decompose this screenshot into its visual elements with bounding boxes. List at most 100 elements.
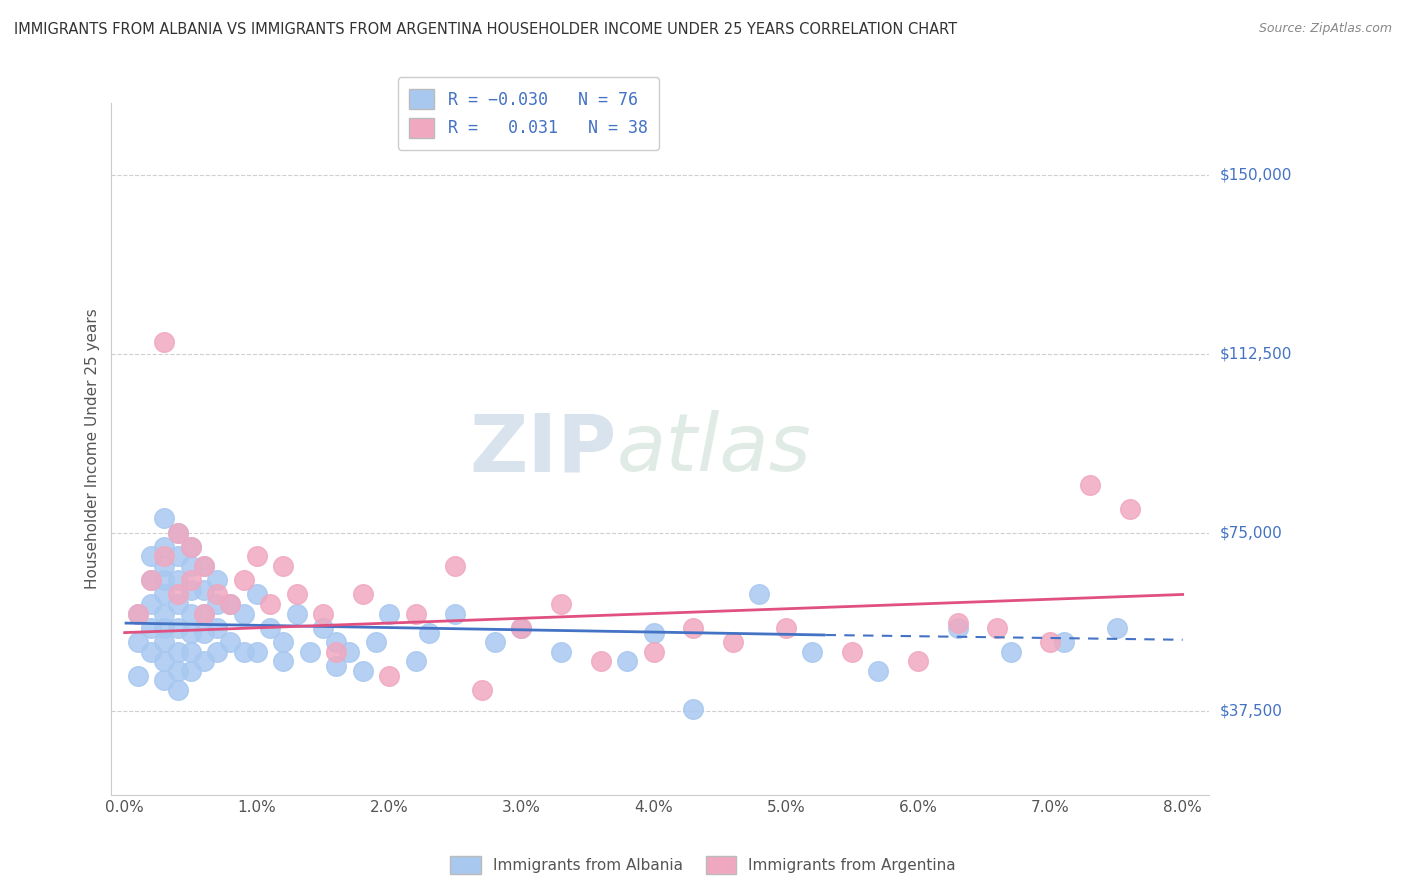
- Point: [153, 654, 176, 668]
- Point: [180, 625, 202, 640]
- Point: [127, 607, 149, 621]
- Point: [312, 607, 335, 621]
- Point: [364, 635, 387, 649]
- Point: [166, 645, 188, 659]
- Point: [232, 645, 254, 659]
- Point: [153, 573, 176, 587]
- Point: [643, 645, 665, 659]
- Point: [273, 654, 295, 668]
- Point: [139, 645, 162, 659]
- Point: [127, 668, 149, 682]
- Point: [193, 582, 215, 597]
- Point: [166, 525, 188, 540]
- Point: [153, 607, 176, 621]
- Point: [153, 540, 176, 554]
- Point: [1039, 635, 1062, 649]
- Point: [166, 587, 188, 601]
- Point: [259, 597, 281, 611]
- Point: [1078, 478, 1101, 492]
- Text: Source: ZipAtlas.com: Source: ZipAtlas.com: [1258, 22, 1392, 36]
- Point: [550, 597, 572, 611]
- Point: [589, 654, 612, 668]
- Point: [219, 597, 242, 611]
- Point: [180, 607, 202, 621]
- Point: [166, 549, 188, 564]
- Point: [444, 607, 467, 621]
- Point: [166, 664, 188, 678]
- Point: [153, 635, 176, 649]
- Point: [193, 607, 215, 621]
- Legend: R = −0.030   N = 76, R =   0.031   N = 38: R = −0.030 N = 76, R = 0.031 N = 38: [398, 78, 659, 150]
- Point: [153, 621, 176, 635]
- Point: [682, 621, 704, 635]
- Point: [180, 558, 202, 573]
- Text: $75,000: $75,000: [1220, 525, 1282, 540]
- Point: [1000, 645, 1022, 659]
- Point: [1105, 621, 1128, 635]
- Point: [193, 558, 215, 573]
- Point: [325, 659, 347, 673]
- Point: [205, 597, 228, 611]
- Point: [352, 587, 374, 601]
- Point: [841, 645, 863, 659]
- Point: [775, 621, 797, 635]
- Point: [127, 607, 149, 621]
- Point: [510, 621, 533, 635]
- Point: [298, 645, 321, 659]
- Point: [139, 597, 162, 611]
- Point: [166, 621, 188, 635]
- Point: [193, 654, 215, 668]
- Point: [232, 607, 254, 621]
- Point: [312, 621, 335, 635]
- Point: [153, 558, 176, 573]
- Point: [180, 645, 202, 659]
- Point: [682, 702, 704, 716]
- Point: [193, 558, 215, 573]
- Point: [193, 607, 215, 621]
- Point: [219, 635, 242, 649]
- Point: [153, 587, 176, 601]
- Point: [219, 597, 242, 611]
- Point: [907, 654, 929, 668]
- Point: [180, 540, 202, 554]
- Point: [405, 607, 427, 621]
- Y-axis label: Householder Income Under 25 years: Householder Income Under 25 years: [86, 309, 100, 590]
- Point: [616, 654, 638, 668]
- Point: [643, 625, 665, 640]
- Point: [246, 645, 269, 659]
- Point: [352, 664, 374, 678]
- Point: [180, 664, 202, 678]
- Point: [166, 597, 188, 611]
- Point: [166, 525, 188, 540]
- Point: [232, 573, 254, 587]
- Point: [868, 664, 890, 678]
- Point: [139, 573, 162, 587]
- Point: [180, 582, 202, 597]
- Text: $112,500: $112,500: [1220, 346, 1292, 361]
- Point: [484, 635, 506, 649]
- Point: [510, 621, 533, 635]
- Point: [153, 511, 176, 525]
- Text: $37,500: $37,500: [1220, 704, 1284, 719]
- Point: [193, 625, 215, 640]
- Point: [205, 645, 228, 659]
- Text: ZIP: ZIP: [470, 410, 616, 488]
- Text: $150,000: $150,000: [1220, 168, 1292, 183]
- Point: [550, 645, 572, 659]
- Point: [259, 621, 281, 635]
- Point: [1052, 635, 1074, 649]
- Point: [378, 607, 401, 621]
- Point: [405, 654, 427, 668]
- Point: [139, 573, 162, 587]
- Point: [153, 334, 176, 349]
- Point: [801, 645, 824, 659]
- Point: [378, 668, 401, 682]
- Point: [444, 558, 467, 573]
- Point: [325, 645, 347, 659]
- Point: [1119, 501, 1142, 516]
- Point: [139, 549, 162, 564]
- Point: [205, 621, 228, 635]
- Point: [153, 549, 176, 564]
- Point: [127, 635, 149, 649]
- Point: [166, 573, 188, 587]
